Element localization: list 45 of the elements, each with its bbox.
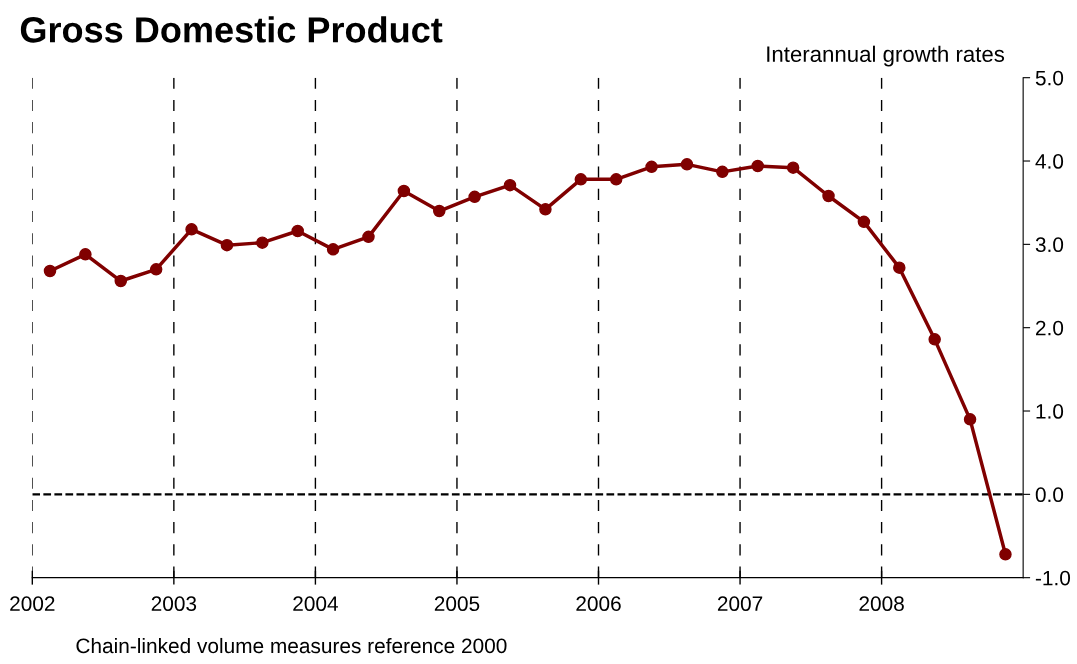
- point: [149, 263, 163, 276]
- point: [539, 203, 552, 216]
- point: [645, 160, 658, 174]
- y-tick-label: 4.0: [1035, 154, 1064, 169]
- point: [468, 190, 481, 204]
- x-tick-label: 2006: [576, 596, 621, 612]
- point: [893, 261, 906, 274]
- point: [822, 189, 835, 203]
- point: [291, 224, 304, 238]
- point: [716, 165, 729, 179]
- x-tick-label: 2002: [10, 596, 55, 612]
- chart-subtitle: Interannual growth rates: [767, 45, 1005, 67]
- x-tick-label: 2008: [859, 596, 904, 612]
- point: [43, 264, 57, 278]
- y-tick-label: 2.0: [1036, 320, 1064, 336]
- point: [786, 161, 800, 174]
- y-tick-label: -1.0: [1035, 570, 1071, 586]
- point: [362, 230, 375, 244]
- x-tick-label: 2005: [434, 596, 480, 612]
- point: [326, 243, 340, 256]
- point: [503, 178, 517, 192]
- point: [751, 159, 764, 173]
- point: [397, 184, 411, 198]
- point: [79, 248, 92, 261]
- point: [433, 204, 446, 218]
- point: [857, 215, 871, 229]
- x-tick-label: 2003: [151, 596, 197, 612]
- point: [220, 238, 234, 252]
- y-tick-label: 3.0: [1035, 237, 1064, 253]
- y-tick-label: 0.0: [1035, 487, 1064, 503]
- point: [680, 158, 694, 171]
- x-tick-label: 2007: [717, 596, 763, 612]
- point: [963, 413, 977, 426]
- chart-title: Gross Domestic Product: [20, 16, 443, 43]
- point: [928, 333, 941, 346]
- x-tick-label: 2004: [293, 596, 338, 612]
- point: [574, 173, 588, 186]
- point: [609, 173, 623, 186]
- point: [999, 548, 1012, 561]
- y-tick-label: 1.0: [1036, 404, 1064, 419]
- text: Chain-linked volume measures reference 2000: [76, 637, 507, 654]
- point: [185, 223, 198, 236]
- y-tick-label: 5.0: [1035, 70, 1064, 86]
- point: [114, 274, 128, 288]
- point: [256, 236, 269, 249]
